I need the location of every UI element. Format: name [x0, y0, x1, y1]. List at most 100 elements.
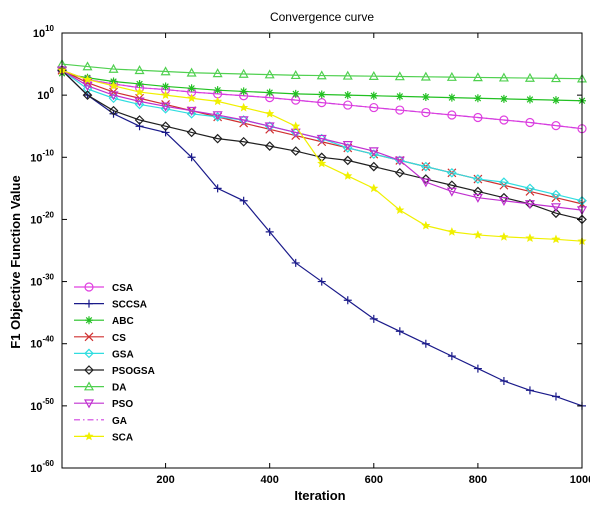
data-point-da [420, 71, 431, 81]
data-point-abc [265, 88, 274, 97]
data-point-sccsa [291, 258, 300, 267]
data-point-pso [342, 141, 353, 151]
legend-marker-cs [84, 332, 94, 342]
data-point-sca [291, 121, 301, 131]
legend-marker-pso [83, 399, 95, 409]
data-point-sca [108, 81, 119, 90]
y-tick-label: 10-40 [30, 335, 54, 351]
data-point-psogsa [394, 167, 405, 178]
data-point-psogsa [212, 133, 223, 144]
legend-label-sccsa: SCCSA [112, 300, 147, 311]
plot-frame [61, 32, 583, 469]
data-point-pso [368, 147, 379, 157]
data-point-gsa [420, 161, 431, 172]
data-point-gsa [551, 189, 561, 200]
legend-label-gsa: GSA [112, 349, 134, 360]
legend-item-ga: GA [74, 416, 127, 427]
data-point-sca [447, 227, 457, 236]
series-da [56, 58, 588, 83]
data-point-psogsa [160, 121, 171, 132]
data-point-sccsa [551, 392, 560, 401]
data-point-pso [212, 111, 223, 121]
data-point-da [368, 70, 379, 80]
data-point-gsa [368, 149, 379, 160]
data-point-sccsa [343, 296, 352, 305]
data-point-sccsa [265, 227, 274, 236]
data-point-pso [290, 128, 301, 138]
data-point-da [238, 68, 249, 78]
data-point-gsa [186, 108, 197, 119]
data-point-pso [524, 200, 535, 210]
data-point-pso [316, 134, 327, 144]
data-point-sca [551, 234, 561, 244]
data-point-csa [421, 107, 431, 118]
data-point-abc [291, 89, 300, 98]
data-point-psogsa [264, 141, 275, 151]
data-point-pso [186, 106, 197, 116]
data-point-gsa [473, 174, 483, 184]
data-point-abc [369, 91, 378, 100]
data-point-da [82, 61, 93, 71]
data-point-psogsa [447, 180, 457, 191]
data-point-abc [551, 96, 560, 105]
data-point-sca [317, 158, 327, 168]
data-point-gsa [342, 143, 353, 153]
data-point-sccsa [499, 377, 508, 385]
legend-item-sca: SCA [74, 431, 133, 443]
data-point-sccsa [187, 153, 196, 162]
data-point-sccsa [421, 339, 430, 348]
data-point-psogsa [368, 161, 379, 172]
legend-label-cs: CS [112, 333, 126, 344]
data-point-gsa [108, 93, 119, 104]
y-tick-label: 10-30 [30, 273, 54, 289]
data-point-da [446, 71, 457, 81]
data-point-psogsa [134, 115, 145, 125]
data-point-da [290, 70, 301, 80]
data-point-pso [420, 178, 431, 188]
series-ga [61, 69, 583, 130]
data-point-pso [472, 193, 483, 203]
data-point-pso [446, 187, 457, 197]
legend-marker-sca [84, 431, 94, 441]
data-point-sca [395, 205, 405, 214]
chart-title: Convergence curve [270, 10, 374, 24]
data-point-psogsa [342, 155, 353, 166]
series-line-pso [61, 69, 583, 211]
legend-item-psogsa: PSOGSA [74, 365, 155, 377]
axes: 200 400 600 800 1000 10-60 10-50 10-40 10-30 10-2… [30, 24, 590, 486]
data-point-abc [499, 94, 508, 103]
data-point-pso [238, 116, 249, 126]
data-point-sca [135, 87, 145, 96]
x-tick-label: 400 [261, 474, 279, 486]
data-point-abc [525, 95, 534, 104]
data-point-psogsa [290, 146, 301, 156]
legend-item-sccsa: SCCSA [74, 299, 147, 311]
data-point-abc [187, 84, 196, 93]
data-point-sca [421, 220, 431, 230]
data-point-sccsa [525, 386, 534, 395]
data-point-sca [213, 96, 223, 106]
legend-marker-abc [85, 316, 93, 325]
data-point-sccsa [395, 327, 404, 336]
data-point-sccsa [213, 184, 222, 193]
data-point-gsa [160, 103, 171, 114]
data-point-sca [187, 93, 197, 103]
data-point-da [550, 73, 561, 83]
series-line-psogsa [61, 69, 583, 221]
data-point-gsa [82, 84, 93, 94]
legend-marker-sccsa [85, 299, 93, 308]
data-point-sca [473, 230, 483, 239]
data-point-sca [82, 74, 93, 84]
data-point-pso [264, 122, 275, 132]
legend-item-pso: PSO [74, 399, 133, 410]
x-tick-label: 1000 [570, 474, 590, 486]
legend-label-csa: CSA [112, 283, 133, 294]
plot-area [56, 58, 588, 410]
data-point-sca [265, 109, 275, 118]
data-point-pso [550, 203, 561, 213]
data-point-psogsa [473, 186, 483, 197]
legend-label-abc: ABC [112, 316, 134, 327]
data-point-pso [134, 97, 145, 107]
x-tick-label: 600 [365, 474, 383, 486]
